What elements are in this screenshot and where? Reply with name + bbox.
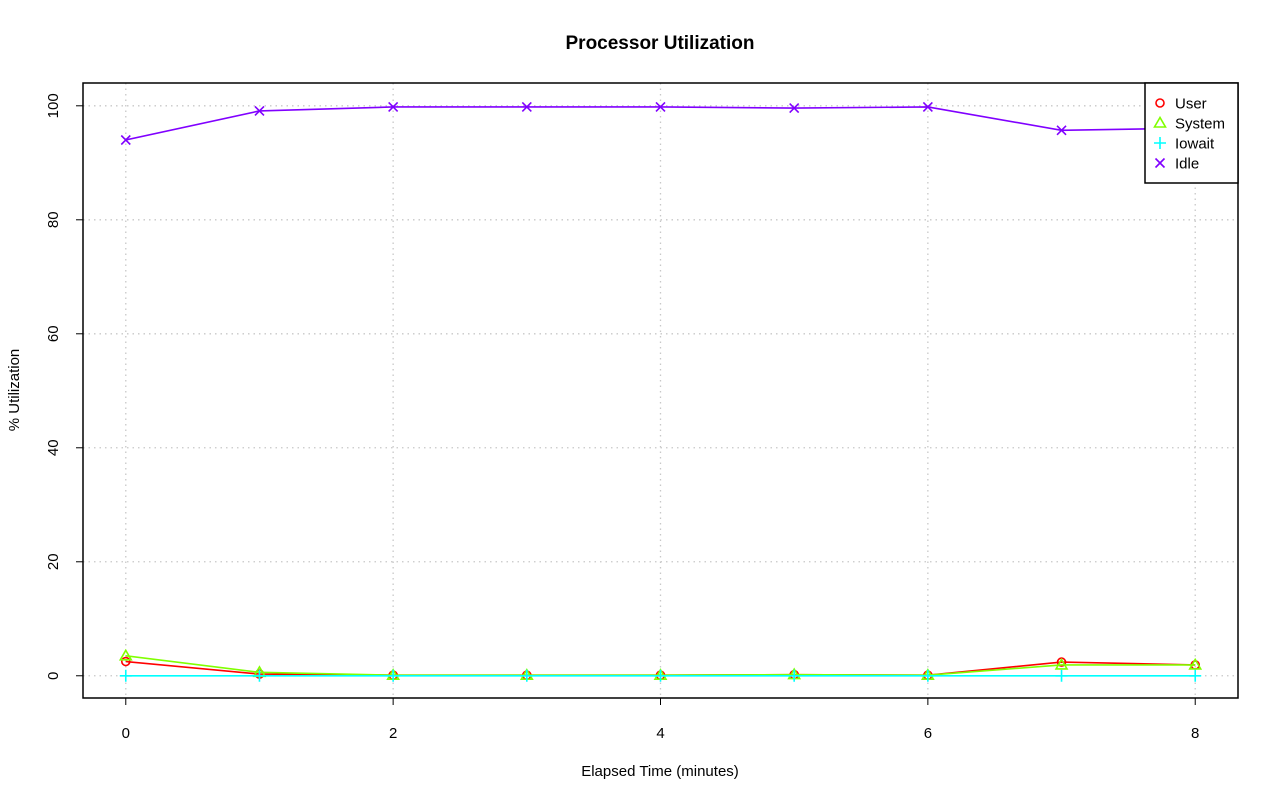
legend: User System Iowait Idle xyxy=(1144,82,1239,184)
x-tick-label: 0 xyxy=(122,725,130,742)
legend-label-iowait: Iowait xyxy=(1175,136,1215,153)
data-point-idle xyxy=(120,134,131,146)
data-point-iowait xyxy=(788,669,801,682)
y-tick-label: 80 xyxy=(45,211,62,228)
data-point-iowait xyxy=(520,669,533,682)
data-point-idle xyxy=(388,101,399,113)
data-point-user xyxy=(120,656,131,667)
legend-label-system: System xyxy=(1175,116,1225,133)
data-point-idle xyxy=(922,101,933,113)
y-axis-label: % Utilization xyxy=(6,349,23,432)
x-tick-label: 2 xyxy=(389,725,397,742)
legend-label-user: User xyxy=(1175,96,1207,113)
data-point-iowait xyxy=(921,669,934,682)
x-tick-label: 6 xyxy=(924,725,932,742)
series-layer xyxy=(118,101,1203,682)
legend-marker-system xyxy=(1153,115,1167,128)
data-point-iowait xyxy=(387,669,400,682)
series-iowait xyxy=(119,669,1202,682)
x-axis-label: Elapsed Time (minutes) xyxy=(581,763,739,780)
y-tick-label: 40 xyxy=(45,439,62,456)
y-tick-label: 20 xyxy=(45,553,62,570)
legend-marker-idle xyxy=(1154,157,1166,169)
series-idle xyxy=(120,101,1201,146)
data-point-idle xyxy=(655,101,666,113)
y-tick-label: 60 xyxy=(45,325,62,342)
legend-label-idle: Idle xyxy=(1175,156,1199,173)
data-point-idle xyxy=(789,103,800,114)
data-point-idle xyxy=(254,105,265,116)
data-point-system xyxy=(118,648,133,661)
data-point-iowait xyxy=(654,669,667,682)
y-tick-label: 0 xyxy=(45,672,62,680)
data-point-system xyxy=(1188,657,1203,670)
data-point-iowait xyxy=(119,669,132,682)
data-point-iowait xyxy=(1189,669,1202,682)
chart-title: Processor Utilization xyxy=(566,33,755,54)
legend-marker-user xyxy=(1155,98,1165,108)
data-point-iowait xyxy=(253,669,266,682)
data-point-system xyxy=(1054,657,1069,670)
grid xyxy=(83,83,1238,698)
data-point-iowait xyxy=(1055,669,1068,682)
legend-marker-iowait xyxy=(1154,137,1166,149)
y-tick-label: 100 xyxy=(45,93,62,118)
data-point-idle xyxy=(521,101,532,113)
x-tick-label: 4 xyxy=(656,725,664,742)
x-tick-label: 8 xyxy=(1191,725,1199,742)
data-point-idle xyxy=(1056,125,1067,136)
